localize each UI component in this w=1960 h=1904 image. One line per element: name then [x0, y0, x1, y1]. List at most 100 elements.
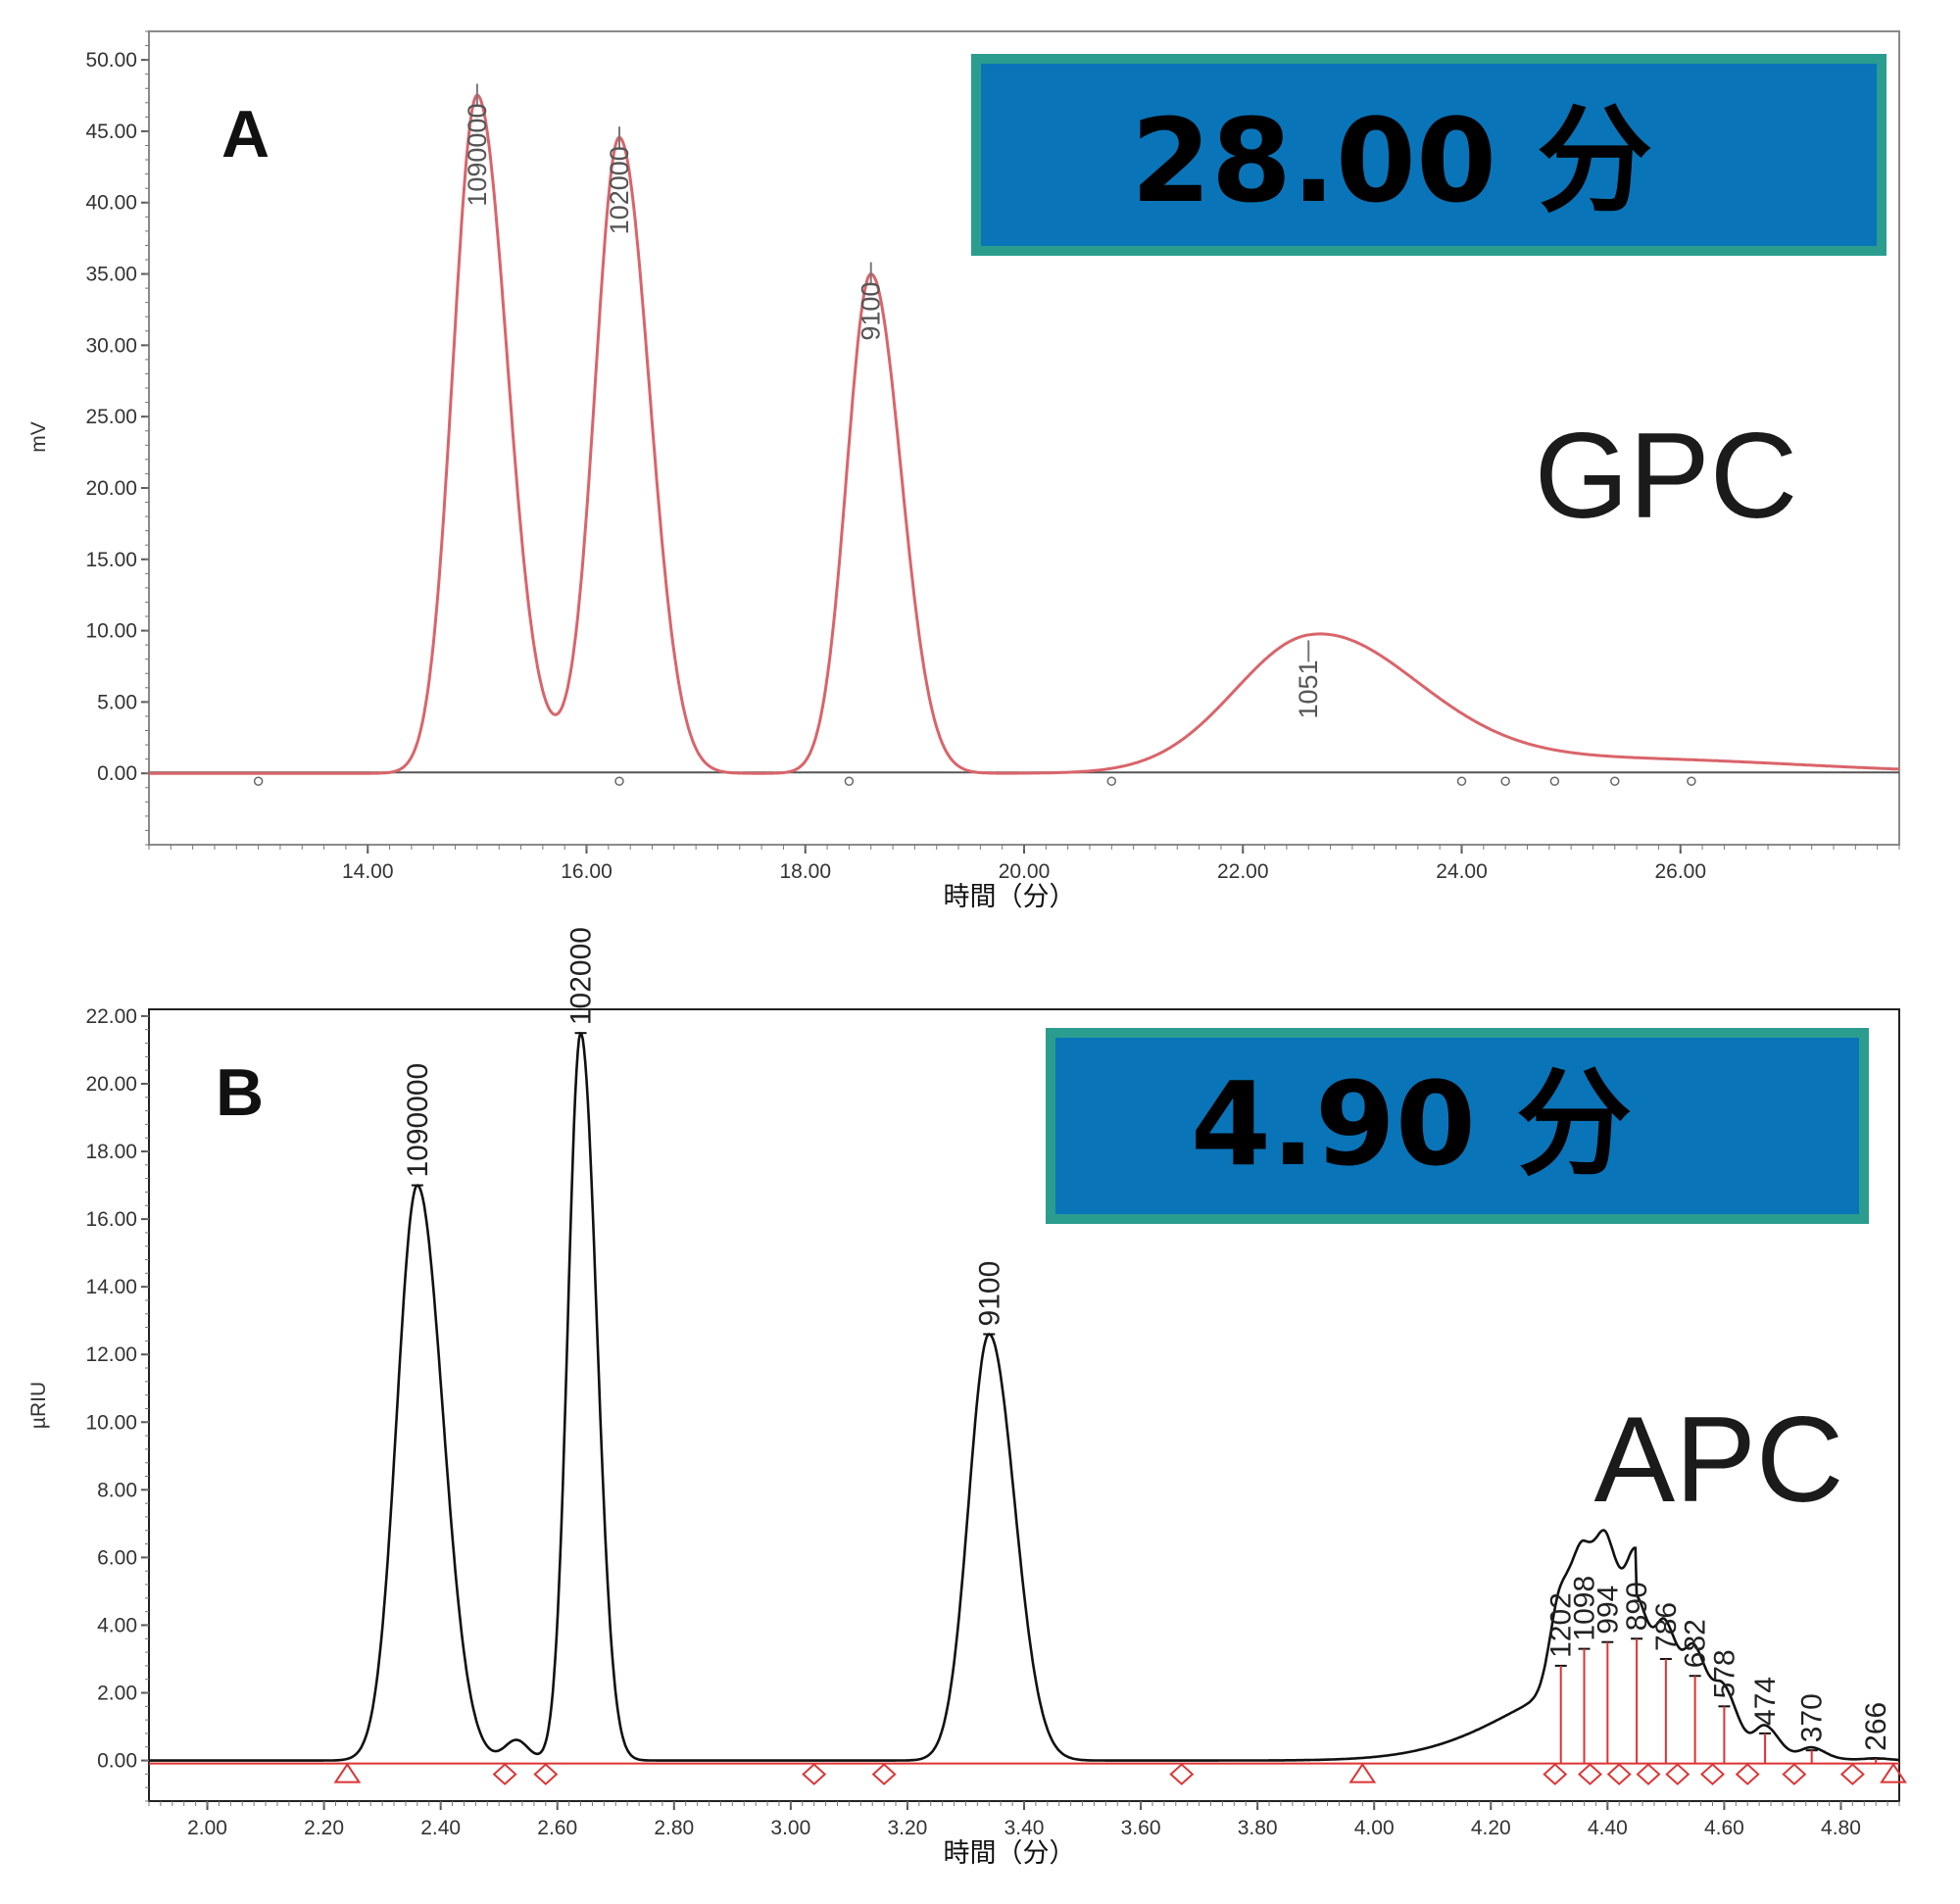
x-tick-label: 24.00	[1436, 860, 1488, 883]
x-tick-label: 2.00	[187, 1817, 227, 1839]
y-tick-label: 40.00	[85, 192, 137, 215]
baseline-marker	[844, 776, 855, 786]
panel-a-method-label: GPC	[1535, 409, 1798, 544]
panel-a-tick-labels: 0.00 5.00 10.00 15.00 20.00 25.00 30.00 35.00 40…	[85, 49, 1706, 883]
x-tick-label: 4.20	[1471, 1817, 1511, 1839]
x-tick-label: 22.00	[1217, 860, 1269, 883]
triangle-marker	[333, 1762, 362, 1783]
x-tick-label: 2.40	[420, 1817, 461, 1839]
y-tick-label: 16.00	[85, 1208, 137, 1231]
diamond-marker	[1700, 1763, 1725, 1785]
diamond-marker	[1636, 1763, 1661, 1785]
peak-label: 266	[1860, 1702, 1892, 1751]
peak-label: 578	[1708, 1649, 1740, 1698]
peak-label: 890	[1621, 1582, 1653, 1631]
x-tick-label: 3.60	[1121, 1817, 1161, 1839]
peak-label: 9100	[973, 1261, 1005, 1327]
diamond-marker	[1169, 1763, 1195, 1785]
x-tick-label: 2.80	[654, 1817, 694, 1839]
panel-b-label: B	[216, 1055, 264, 1130]
panel-a-peak-markers: 1090000 102000 9100 1051	[253, 83, 1696, 786]
peak-label: 1090000	[463, 104, 492, 207]
baseline-marker	[1456, 776, 1467, 786]
panel-b-time-badge	[1046, 1028, 1869, 1224]
y-tick-label: 0.00	[97, 762, 137, 785]
panel-b-x-axis-label: 時間（分）	[944, 1838, 1076, 1869]
baseline-marker	[1106, 776, 1117, 786]
y-tick-label: 4.00	[97, 1614, 137, 1636]
y-tick-label: 45.00	[85, 121, 137, 143]
panel-b-time-badge-text: 4.90 分	[1191, 1056, 1632, 1192]
y-tick-label: 2.00	[97, 1683, 137, 1705]
x-tick-label: 4.00	[1354, 1817, 1395, 1839]
panel-b-apc-trace	[149, 1031, 1900, 1762]
panel-a-time-badge-text: 28.00 分	[1131, 93, 1652, 228]
peak-label: 1202	[1545, 1592, 1578, 1658]
baseline-marker	[1610, 776, 1620, 786]
baseline-marker	[1500, 776, 1510, 786]
diamond-marker	[1543, 1763, 1568, 1785]
panel-a-gpc-trace	[149, 93, 1900, 775]
panel-b-apc: 0.00 2.00 4.00 6.00 8.00 10.00 12.00 14.00 16.00…	[27, 927, 1907, 1869]
x-tick-label: 4.60	[1704, 1817, 1744, 1839]
x-tick-label: 3.80	[1238, 1817, 1278, 1839]
y-tick-label: 20.00	[85, 477, 137, 500]
y-tick-label: 10.00	[85, 1411, 137, 1434]
peak-label: 682	[1680, 1619, 1712, 1668]
panel-b-peak-markers: 1090000 102000 9100 12021098994890786682578…	[333, 927, 1907, 1785]
peak-label: 786	[1650, 1602, 1683, 1651]
y-tick-label: 10.00	[85, 620, 137, 643]
diamond-marker	[533, 1763, 559, 1785]
diamond-marker	[1839, 1763, 1865, 1785]
diamond-marker	[1735, 1763, 1760, 1785]
y-tick-label: 50.00	[85, 49, 137, 72]
diamond-marker	[1577, 1763, 1602, 1785]
y-tick-label: 6.00	[97, 1546, 137, 1569]
panel-b-method-label: APC	[1594, 1392, 1844, 1528]
panel-a-gpc: 0.00 5.00 10.00 15.00 20.00 25.00 30.00 35.00 40…	[27, 30, 1900, 912]
x-tick-label: 2.20	[304, 1817, 344, 1839]
x-tick-label: 26.00	[1654, 860, 1706, 883]
peak-label: 102000	[565, 927, 598, 1025]
y-tick-label: 14.00	[85, 1276, 137, 1298]
y-tick-label: 0.00	[97, 1750, 137, 1773]
diamond-marker	[492, 1763, 517, 1785]
x-tick-label: 2.60	[537, 1817, 577, 1839]
baseline-marker	[1549, 776, 1560, 786]
diamond-marker	[871, 1763, 897, 1785]
x-tick-label: 3.20	[887, 1817, 927, 1839]
peak-label: 994	[1592, 1586, 1624, 1635]
panel-b-y-axis-label: µRIU	[27, 1382, 50, 1429]
peak-label: 474	[1749, 1677, 1782, 1726]
peak-label: 9100	[857, 282, 886, 341]
baseline-marker	[614, 776, 624, 786]
y-tick-label: 8.00	[97, 1479, 137, 1501]
x-tick-label: 14.00	[342, 860, 394, 883]
panel-a-x-axis-label: 時間（分）	[944, 882, 1076, 912]
triangle-marker	[1348, 1762, 1377, 1783]
y-tick-label: 12.00	[85, 1343, 137, 1366]
diamond-marker	[1606, 1763, 1632, 1785]
y-tick-label: 25.00	[85, 406, 137, 428]
baseline-marker	[1687, 776, 1696, 786]
peak-label: 370	[1796, 1693, 1829, 1742]
x-tick-label: 20.00	[999, 860, 1051, 883]
y-tick-label: 22.00	[85, 1005, 137, 1028]
peak-label: 1051	[1294, 659, 1323, 718]
x-tick-label: 16.00	[561, 860, 612, 883]
panel-a-y-axis-label: mV	[27, 421, 50, 453]
y-tick-label: 20.00	[85, 1073, 137, 1096]
diamond-marker	[802, 1763, 827, 1785]
x-tick-label: 4.80	[1821, 1817, 1861, 1839]
panel-a-label: A	[221, 97, 270, 171]
panel-a-time-badge	[971, 54, 1886, 256]
diamond-marker	[1782, 1763, 1807, 1785]
y-tick-label: 5.00	[97, 691, 137, 713]
baseline-marker	[253, 776, 264, 786]
x-tick-label: 4.40	[1588, 1817, 1628, 1839]
x-tick-label: 18.00	[779, 860, 831, 883]
diamond-marker	[1665, 1763, 1690, 1785]
x-tick-label: 3.00	[770, 1817, 810, 1839]
x-tick-label: 3.40	[1004, 1817, 1045, 1839]
